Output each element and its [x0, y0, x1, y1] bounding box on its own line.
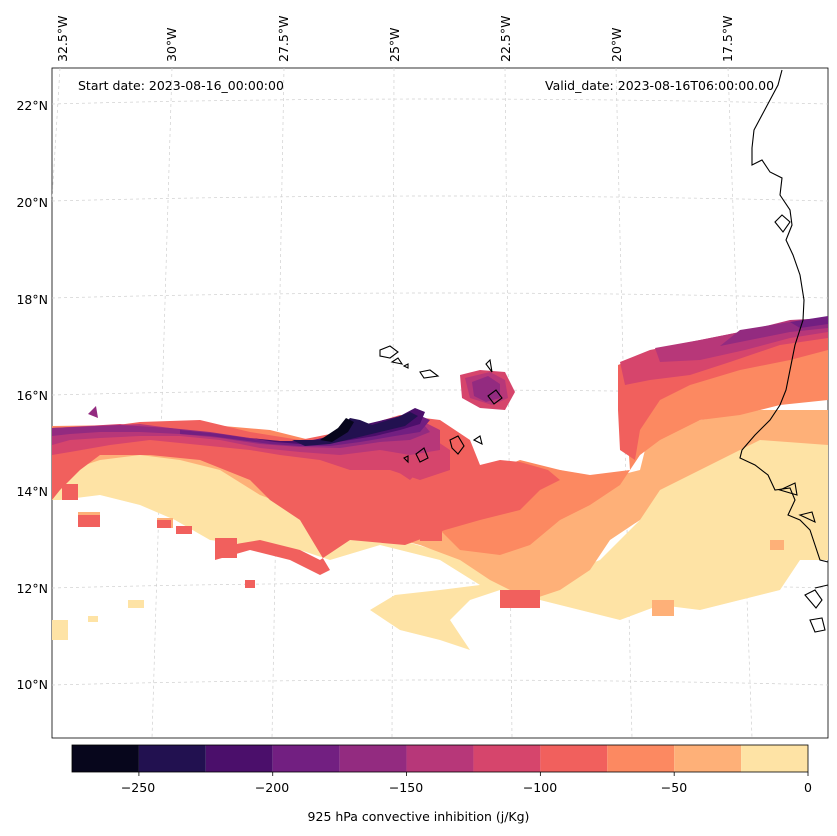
colorbar-tick-label: −150: [388, 780, 424, 795]
cin-contours: [52, 316, 828, 650]
colorbar-tick-label: −200: [254, 780, 290, 795]
colorbar-title: 925 hPa convective inhibition (j/Kg): [307, 809, 530, 824]
lat-label-10n: 10°N: [16, 677, 48, 692]
lat-label-12n: 12°N: [16, 581, 48, 596]
lat-label-18n: 18°N: [16, 292, 48, 307]
lon-label-30w: 30°W: [164, 27, 179, 62]
colorbar-swatch: [339, 745, 407, 772]
lon-label-32-5w: 32.5°W: [55, 15, 70, 62]
lat-label-16n: 16°N: [16, 388, 48, 403]
colorbar-swatch: [406, 745, 474, 772]
colorbar-swatch: [540, 745, 608, 772]
lat-label-14n: 14°N: [16, 484, 48, 499]
lon-label-27-5w: 27.5°W: [276, 15, 291, 62]
contour-level-175: [180, 316, 828, 446]
colorbar-tick-label: −250: [120, 780, 156, 795]
colorbar: [71, 744, 809, 776]
start-date-label: Start date: 2023-08-16_00:00:00: [78, 78, 284, 93]
colorbar-tick-label: −100: [522, 780, 558, 795]
colorbar-swatch: [72, 745, 139, 772]
valid-date-label: Valid_date: 2023-08-16T06:00:00.00: [545, 78, 775, 93]
lon-label-17-5w: 17.5°W: [720, 15, 735, 62]
colorbar-tick-label: 0: [804, 780, 812, 795]
colorbar-swatch: [741, 745, 808, 772]
lon-label-22-5w: 22.5°W: [498, 15, 513, 62]
africa-coastline: [739, 69, 829, 563]
colorbar-tick-label: −50: [660, 780, 688, 795]
colorbar-swatch: [138, 745, 206, 772]
contour-level-225: [292, 412, 418, 446]
colorbar-swatch: [473, 745, 541, 772]
cape-verde-islands: [379, 345, 399, 359]
colorbar-border: [71, 744, 809, 773]
colorbar-swatch: [205, 745, 273, 772]
lat-label-20n: 20°N: [16, 195, 48, 210]
colorbar-swatch: [674, 745, 742, 772]
contour-level-250: [320, 418, 354, 442]
coastlines: [379, 69, 829, 633]
colorbar-swatch: [272, 745, 340, 772]
lon-label-25w: 25°W: [387, 27, 402, 62]
lat-label-22n: 22°N: [16, 98, 48, 113]
lon-label-20w: 20°W: [609, 27, 624, 62]
colorbar-swatch: [607, 745, 675, 772]
